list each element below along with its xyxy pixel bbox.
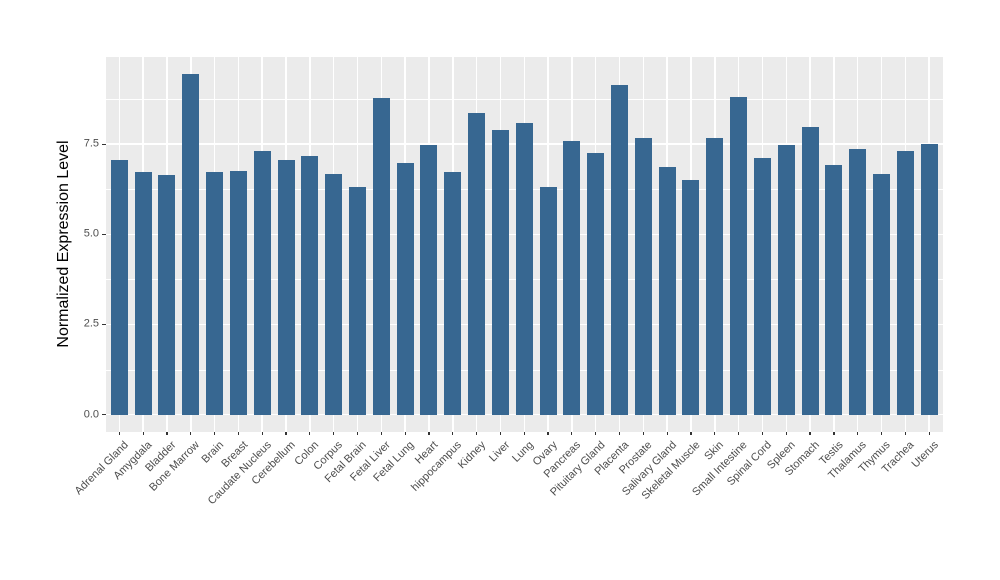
bar — [325, 173, 343, 415]
bar — [682, 179, 700, 415]
y-tick-label: 2.5 — [83, 317, 99, 330]
x-tick-mark — [833, 431, 835, 435]
x-tick-mark — [785, 431, 787, 435]
bar — [777, 145, 795, 415]
x-tick-mark — [547, 431, 549, 435]
x-tick-mark — [380, 431, 382, 435]
y-tick-mark — [101, 233, 106, 236]
x-tick-mark — [285, 431, 287, 435]
x-tick-mark — [642, 431, 644, 435]
y-tick-label: 7.5 — [83, 137, 99, 150]
x-tick-mark — [309, 431, 311, 435]
bar — [491, 129, 509, 415]
bar — [563, 141, 581, 415]
x-tick-mark — [761, 431, 764, 435]
x-tick-mark — [213, 431, 216, 435]
plot-panel — [105, 57, 943, 432]
bar — [134, 172, 152, 415]
x-tick-mark — [356, 431, 359, 435]
x-tick-mark — [142, 431, 144, 435]
bar — [634, 138, 652, 415]
bar — [753, 157, 771, 415]
bar — [468, 113, 486, 415]
bar — [301, 156, 319, 415]
bar — [396, 162, 414, 415]
bar — [896, 151, 914, 415]
bar — [206, 172, 224, 415]
bar — [420, 144, 438, 415]
x-tick-mark — [261, 431, 263, 435]
bar — [253, 150, 271, 415]
bar — [372, 97, 390, 415]
x-tick-mark — [476, 431, 478, 435]
bar — [349, 187, 366, 415]
x-tick-mark — [738, 431, 740, 435]
x-tick-mark — [237, 431, 239, 435]
x-tick-mark — [666, 431, 668, 435]
x-tick-mark — [571, 431, 573, 435]
x-tick-mark — [166, 431, 168, 435]
bar — [658, 166, 676, 415]
y-tick-mark — [101, 323, 106, 326]
x-tick-label: Uterus — [909, 438, 941, 470]
y-tick-label: 0.0 — [83, 408, 99, 421]
bar — [277, 160, 295, 415]
x-tick-mark — [857, 431, 859, 435]
bar — [873, 174, 891, 415]
x-tick-mark — [190, 431, 192, 435]
x-tick-mark — [452, 431, 454, 435]
x-tick-mark — [904, 431, 906, 435]
bar — [730, 97, 748, 415]
x-axis-labels: Adrenal Gland Amygdala Bladder Bone Marrow B… — [73, 438, 944, 529]
bar — [611, 85, 629, 415]
bar — [801, 126, 819, 415]
bar — [110, 159, 128, 415]
bar — [587, 152, 605, 415]
x-tick-mark — [428, 431, 430, 435]
x-tick-mark — [499, 431, 502, 435]
x-tick-mark — [880, 431, 883, 435]
y-tick-mark — [101, 143, 106, 145]
x-tick-mark — [690, 431, 692, 435]
bar — [444, 172, 462, 415]
bar — [920, 143, 938, 415]
x-tick-mark — [809, 431, 811, 435]
y-tick-label: 5.0 — [83, 227, 99, 240]
bar — [825, 165, 843, 415]
x-tick-mark — [523, 431, 525, 435]
bar — [182, 74, 200, 415]
y-tick-mark — [101, 414, 106, 416]
x-tick-mark — [595, 431, 597, 435]
bar — [158, 175, 176, 415]
x-tick-mark — [118, 431, 120, 435]
x-tick-mark — [714, 431, 716, 435]
bar — [539, 187, 557, 415]
bar — [229, 170, 247, 415]
x-tick-mark — [928, 431, 930, 435]
x-tick-label: Liver — [486, 438, 512, 464]
x-tick-mark — [333, 431, 335, 435]
bar — [706, 137, 724, 415]
bar — [515, 123, 533, 415]
bar — [849, 148, 867, 415]
x-tick-mark — [404, 431, 406, 435]
y-axis-title: Normalized Expression Level — [55, 140, 72, 348]
x-tick-mark — [618, 431, 621, 435]
